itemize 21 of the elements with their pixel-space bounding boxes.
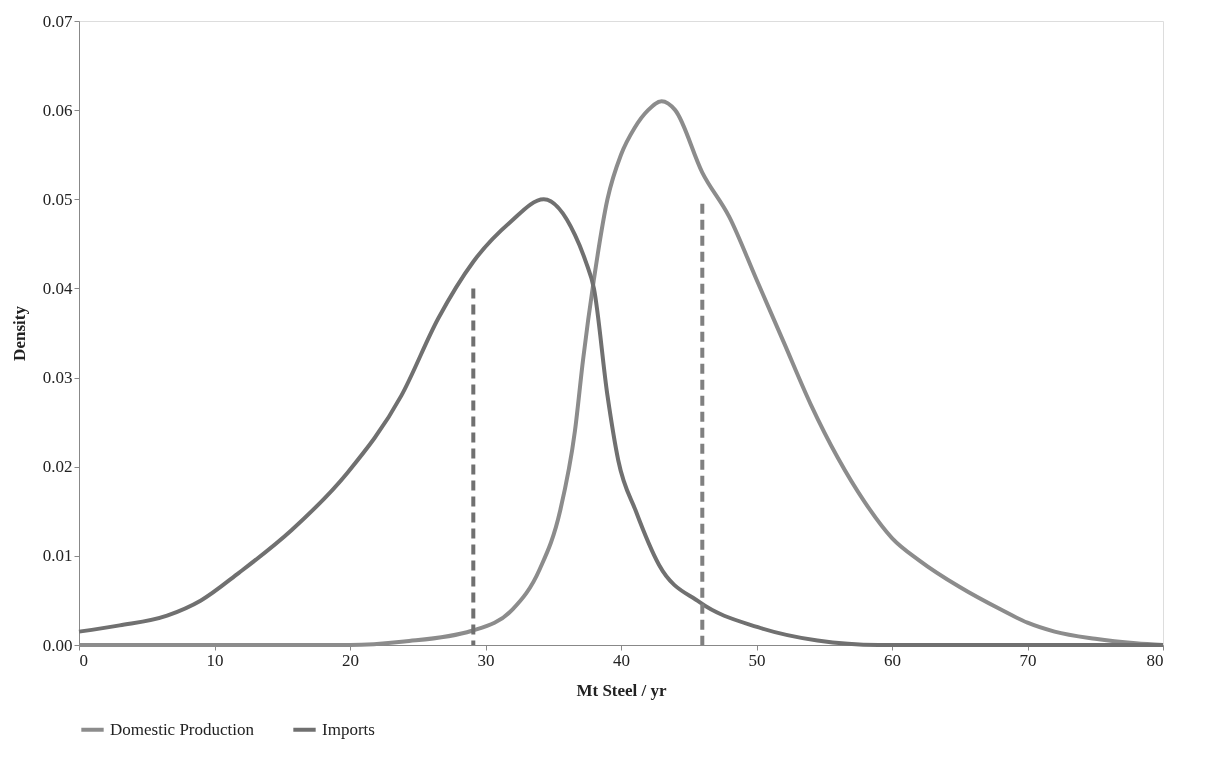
x-tick-label: 50 — [748, 650, 766, 670]
legend-label: Imports — [322, 719, 375, 739]
y-tick-label: 0.00 — [42, 635, 73, 655]
x-tick-label: 20 — [342, 650, 359, 670]
legend-label: Domestic Production — [110, 719, 255, 739]
y-tick-label: 0.04 — [42, 278, 73, 298]
y-tick-label: 0.01 — [42, 546, 73, 566]
x-tick-label: 60 — [884, 650, 901, 670]
x-tick-label: 30 — [477, 650, 495, 670]
x-tick-label: 10 — [206, 650, 224, 670]
x-tick-label: 70 — [1019, 650, 1037, 670]
y-tick-label: 0.03 — [42, 368, 73, 388]
y-tick-label: 0.05 — [42, 189, 73, 209]
x-tick-label: 0 — [79, 650, 88, 670]
x-tick-label: 80 — [1146, 650, 1164, 670]
y-tick-label: 0.07 — [42, 11, 73, 31]
x-tick-label: 40 — [613, 650, 630, 670]
y-tick-label: 0.06 — [42, 100, 73, 120]
y-axis-title: Density — [9, 305, 29, 361]
x-axis-title: Mt Steel / yr — [576, 680, 668, 700]
y-tick-label: 0.02 — [42, 457, 73, 477]
